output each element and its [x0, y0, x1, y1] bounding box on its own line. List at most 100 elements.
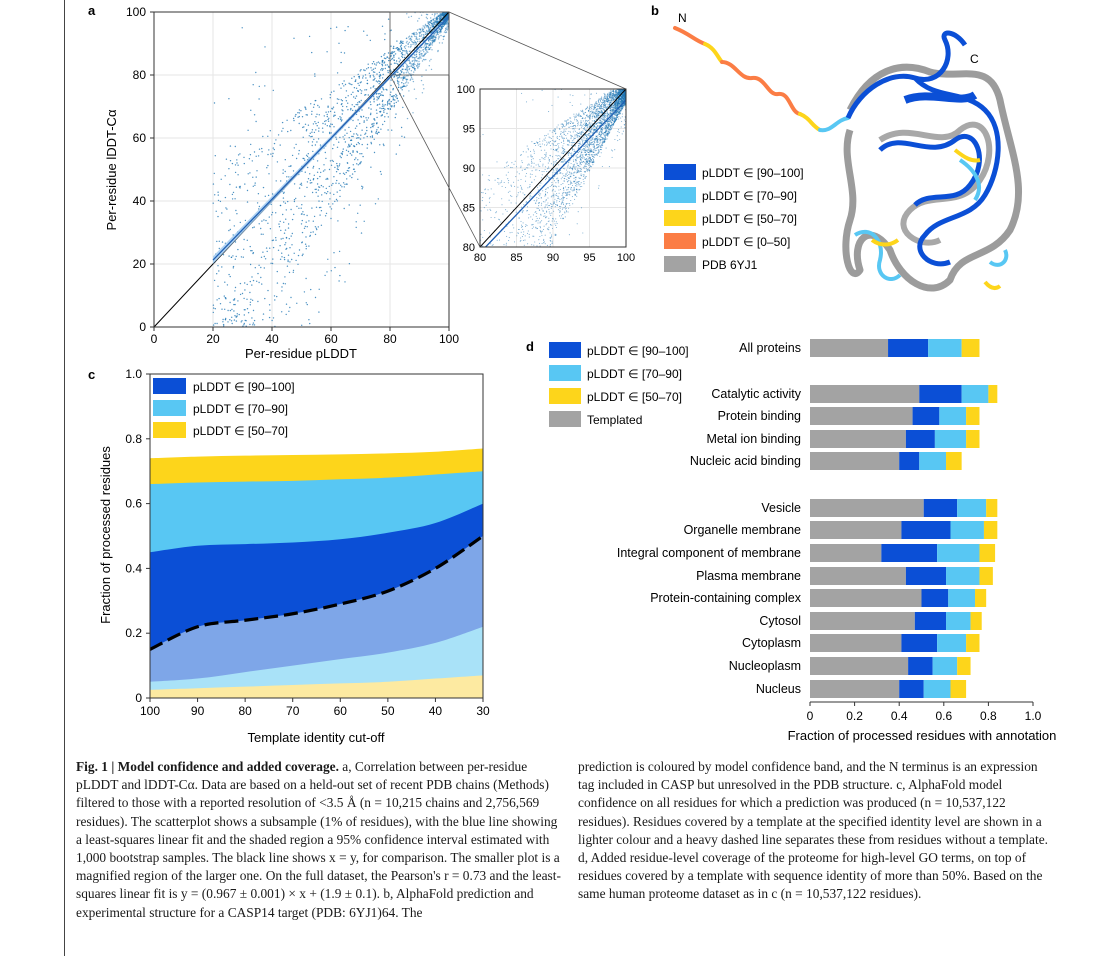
inset-scatter-point [598, 115, 600, 117]
scatter-point [379, 94, 382, 97]
inset-scatter-point [552, 149, 554, 151]
scatter-point [338, 250, 341, 253]
scatter-point [360, 115, 362, 118]
scatter-point [387, 129, 389, 131]
scatter-point [408, 73, 410, 75]
scatter-point [328, 131, 331, 134]
scatter-point [437, 50, 439, 53]
scatter-point [217, 194, 219, 196]
inset-scatter-point [555, 160, 557, 162]
scatter-point [344, 83, 347, 86]
scatter-point [271, 193, 274, 195]
scatter-point [309, 234, 311, 237]
inset-scatter-point [553, 196, 555, 198]
inset-scatter-point [545, 177, 547, 180]
scatter-point [214, 194, 216, 196]
inset-scatter-point [580, 160, 582, 162]
inset-scatter-point [573, 113, 575, 115]
scatter-point [228, 168, 230, 170]
scatter-point [352, 150, 354, 152]
scatter-point [214, 322, 216, 325]
inset-scatter-point [604, 128, 606, 130]
scatter-point [430, 68, 433, 71]
scatter-point [420, 47, 422, 49]
inset-scatter-point [529, 176, 531, 178]
scatter-point [398, 47, 400, 50]
scatter-point [400, 126, 403, 129]
inset-scatter-point [624, 127, 626, 129]
scatter-point [374, 67, 376, 70]
scatter-point [340, 87, 342, 89]
scatter-point [231, 308, 233, 311]
inset-scatter-point [566, 192, 568, 194]
inset-scatter-point [570, 154, 572, 156]
inset-scatter-point [593, 130, 595, 132]
scatter-point [405, 52, 407, 54]
inset-scatter-point [570, 172, 572, 174]
inset-scatter-point [521, 162, 523, 164]
inset-scatter-point [595, 113, 597, 116]
scatter-point [236, 213, 238, 215]
scatter-point [335, 182, 337, 184]
inset-scatter-point [547, 176, 550, 178]
scatter-point [430, 20, 433, 22]
scatter-point [261, 220, 263, 222]
scatter-point [315, 227, 318, 229]
inset-scatter-point [540, 182, 542, 184]
scatter-point [306, 155, 309, 158]
scatter-point [352, 151, 354, 153]
inset-scatter-point [548, 217, 550, 219]
inset-scatter-point [522, 228, 524, 230]
scatter-point [330, 164, 333, 166]
scatter-point [244, 282, 246, 284]
scatter-point [327, 105, 329, 107]
scatter-point [418, 38, 420, 40]
inset-scatter-point [562, 148, 565, 150]
scatter-point [378, 75, 381, 77]
scatter-point [348, 263, 351, 265]
scatter-point [357, 102, 359, 104]
scatter-point [425, 16, 428, 18]
scatter-point [213, 102, 216, 104]
scatter-point [364, 133, 366, 135]
inset-scatter-point [570, 199, 572, 202]
inset-scatter-point [536, 217, 538, 219]
inset-scatter-point [597, 107, 599, 110]
scatter-point [376, 73, 378, 75]
scatter-point [241, 292, 244, 295]
scatter-point [410, 45, 412, 47]
inset-scatter-point [585, 121, 587, 123]
inset-scatter-point [561, 123, 563, 125]
inset-scatter-point [507, 178, 509, 180]
scatter-point [305, 236, 307, 238]
inset-scatter-point [544, 135, 546, 137]
scatter-point [428, 65, 430, 67]
inset-scatter-point [550, 203, 552, 205]
scatter-point [339, 136, 341, 139]
scatter-point [422, 49, 424, 51]
scatter-point [412, 43, 414, 45]
scatter-point [340, 61, 342, 64]
scatter-point [412, 32, 414, 35]
scatter-point [333, 252, 335, 254]
scatter-point [404, 68, 406, 71]
scatter-point [298, 122, 300, 125]
scatter-point [343, 52, 346, 54]
scatter-point [249, 245, 251, 248]
scatter-point [341, 109, 343, 111]
scatter-point [387, 108, 390, 110]
inset-scatter-point [536, 169, 538, 171]
inset-scatter-point [551, 190, 553, 192]
scatter-point [379, 92, 381, 95]
inset-scatter-point [547, 133, 549, 135]
scatter-point [243, 309, 245, 311]
inset-scatter-point [575, 182, 577, 184]
scatter-point [309, 179, 312, 181]
scatter-point [386, 56, 388, 58]
scatter-point [381, 77, 384, 79]
scatter-point [252, 176, 254, 178]
inset-scatter-point [585, 109, 587, 111]
inset-scatter-point [556, 167, 558, 169]
scatter-point [315, 122, 317, 125]
scatter-point [446, 29, 449, 31]
